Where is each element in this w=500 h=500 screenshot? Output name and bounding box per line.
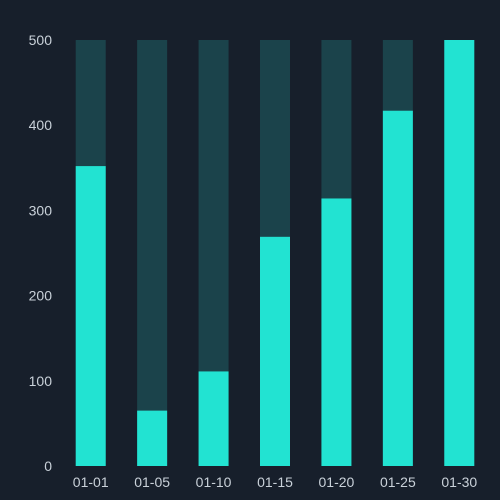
bar[interactable]: [382, 110, 413, 466]
y-tick-label: 100: [29, 373, 53, 389]
y-tick-label: 400: [29, 117, 53, 133]
y-tick-label: 300: [29, 202, 53, 218]
x-tick-label: 01-10: [196, 474, 232, 490]
bar[interactable]: [198, 371, 229, 466]
y-axis: 0 100 200 300 400 500: [29, 32, 53, 474]
bar[interactable]: [321, 198, 352, 467]
bar-track: [137, 40, 168, 466]
x-axis: 01-01 01-05 01-10 01-15 01-20 01-25 01-30: [73, 474, 478, 490]
bar[interactable]: [137, 410, 168, 466]
x-tick-label: 01-20: [319, 474, 355, 490]
x-tick-label: 01-05: [134, 474, 170, 490]
y-tick-label: 200: [29, 288, 53, 304]
bar[interactable]: [75, 166, 106, 466]
bars: [75, 40, 475, 467]
bar[interactable]: [444, 40, 475, 466]
x-tick-label: 01-01: [73, 474, 109, 490]
y-tick-label: 500: [29, 32, 53, 48]
x-tick-label: 01-25: [380, 474, 416, 490]
y-tick-label: 0: [44, 458, 52, 474]
x-tick-label: 01-30: [441, 474, 477, 490]
x-tick-label: 01-15: [257, 474, 293, 490]
bar[interactable]: [260, 236, 290, 466]
